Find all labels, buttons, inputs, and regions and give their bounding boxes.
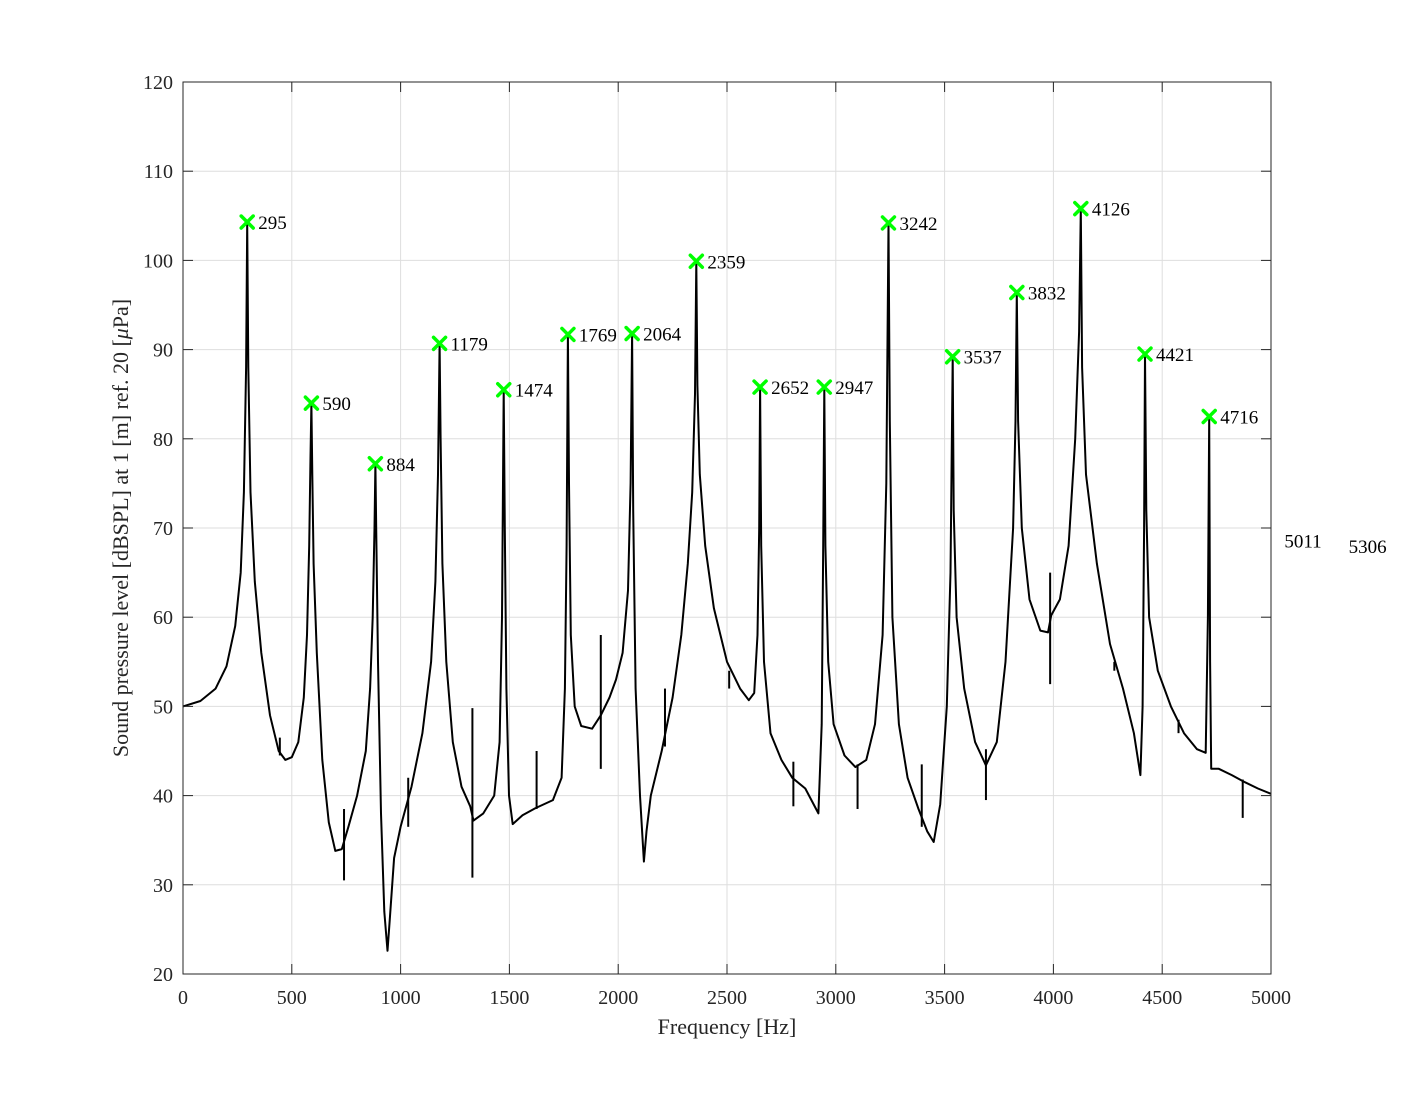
peak-marker-stroke — [1073, 200, 1089, 217]
y-tick-label: 120 — [143, 72, 173, 94]
peak-marker — [880, 215, 897, 231]
y-axis-label: Sound pressure level [dBSPL] at 1 [m] re… — [108, 299, 133, 757]
peak-marker — [303, 395, 320, 411]
y-tick-label: 70 — [153, 518, 173, 540]
y-tick-label: 30 — [153, 875, 173, 897]
peak-label: 2064 — [643, 325, 682, 346]
peak-label: 4716 — [1220, 408, 1258, 429]
peak-marker — [624, 325, 640, 342]
peak-marker-stroke — [752, 379, 768, 395]
peak-label: 1769 — [579, 325, 617, 346]
peak-marker — [1201, 408, 1217, 425]
peak-marker — [1137, 346, 1153, 362]
peak-label: 4421 — [1156, 345, 1194, 366]
peak-marker-stroke — [816, 379, 833, 395]
peak-marker-stroke — [944, 348, 961, 365]
peak-label: 3242 — [899, 214, 937, 235]
peak-marker-stroke — [1137, 346, 1153, 362]
outside-peak-label: 5306 — [1349, 537, 1387, 558]
peak-marker — [816, 379, 833, 395]
peak-marker-stroke — [560, 326, 576, 343]
y-tick-label: 110 — [144, 161, 173, 183]
peak-label: 295 — [258, 213, 287, 234]
peak-marker-stroke — [688, 253, 705, 270]
peak-marker-stroke — [624, 325, 640, 342]
peak-label: 3537 — [964, 348, 1002, 369]
peak-marker — [688, 253, 705, 270]
peak-marker-stroke — [303, 395, 320, 411]
peak-marker-stroke — [1009, 284, 1025, 301]
y-tick-label: 60 — [153, 607, 173, 629]
tick-labels: 0 500 1000 1500 2000 2500 3000 3500 4000 4500 5000… — [143, 72, 1291, 1009]
peak-marker — [239, 214, 255, 230]
peak-marker — [431, 335, 448, 352]
peak-label: 1179 — [451, 334, 488, 355]
peak-marker-stroke — [1201, 408, 1217, 425]
x-tick-label: 1500 — [489, 987, 529, 1009]
y-tick-label: 80 — [153, 429, 173, 451]
x-tick-label: 4000 — [1033, 987, 1073, 1009]
y-axis-label-part-1: Sound pressure level [dBSPL] at 1 [m] re… — [108, 339, 133, 757]
x-tick-label: 4500 — [1142, 987, 1182, 1009]
x-tick-label: 2500 — [707, 987, 747, 1009]
y-tick-label: 50 — [153, 696, 173, 718]
peak-label: 2652 — [771, 378, 809, 399]
y-axis-label-part-2: Pa] — [108, 299, 133, 328]
x-tick-label: 5000 — [1251, 987, 1291, 1009]
y-tick-label: 100 — [143, 250, 173, 272]
x-tick-label: 1000 — [381, 987, 421, 1009]
outside-peak-label: 5011 — [1284, 531, 1321, 552]
y-tick-label: 40 — [153, 786, 173, 808]
series-line — [182, 207, 1272, 952]
peak-label: 3832 — [1028, 284, 1066, 305]
peak-marker — [560, 326, 576, 343]
x-tick-label: 0 — [178, 987, 188, 1009]
peak-label: 2947 — [835, 378, 873, 399]
x-axis-label: Frequency [Hz] — [658, 1014, 797, 1039]
peak-marker — [367, 456, 384, 472]
y-axis-label-mu: μ — [108, 328, 133, 340]
peak-label: 1474 — [515, 381, 554, 402]
peak-label: 884 — [386, 455, 415, 476]
peak-marker-stroke — [367, 456, 384, 472]
peak-markers: 295 590 884 1179 1474 1769 2064 2359 2652 2947 324… — [239, 200, 1387, 558]
peak-marker — [752, 379, 768, 395]
x-tick-label: 500 — [277, 987, 307, 1009]
peak-marker-stroke — [880, 215, 897, 231]
peak-marker — [1073, 200, 1089, 217]
peak-marker-stroke — [239, 214, 255, 230]
peak-marker-stroke — [431, 335, 448, 352]
x-tick-label: 3500 — [925, 987, 965, 1009]
peak-marker — [1009, 284, 1025, 301]
peak-label: 2359 — [707, 252, 745, 273]
peak-marker-stroke — [495, 381, 512, 398]
peak-label: 590 — [322, 394, 351, 415]
x-tick-label: 2000 — [598, 987, 638, 1009]
y-tick-label: 20 — [153, 964, 173, 986]
y-tick-label: 90 — [153, 340, 173, 362]
x-tick-label: 3000 — [816, 987, 856, 1009]
peak-label: 4126 — [1092, 200, 1130, 221]
peak-marker — [495, 381, 512, 398]
ticks — [182, 81, 1272, 975]
peak-marker — [944, 348, 961, 365]
